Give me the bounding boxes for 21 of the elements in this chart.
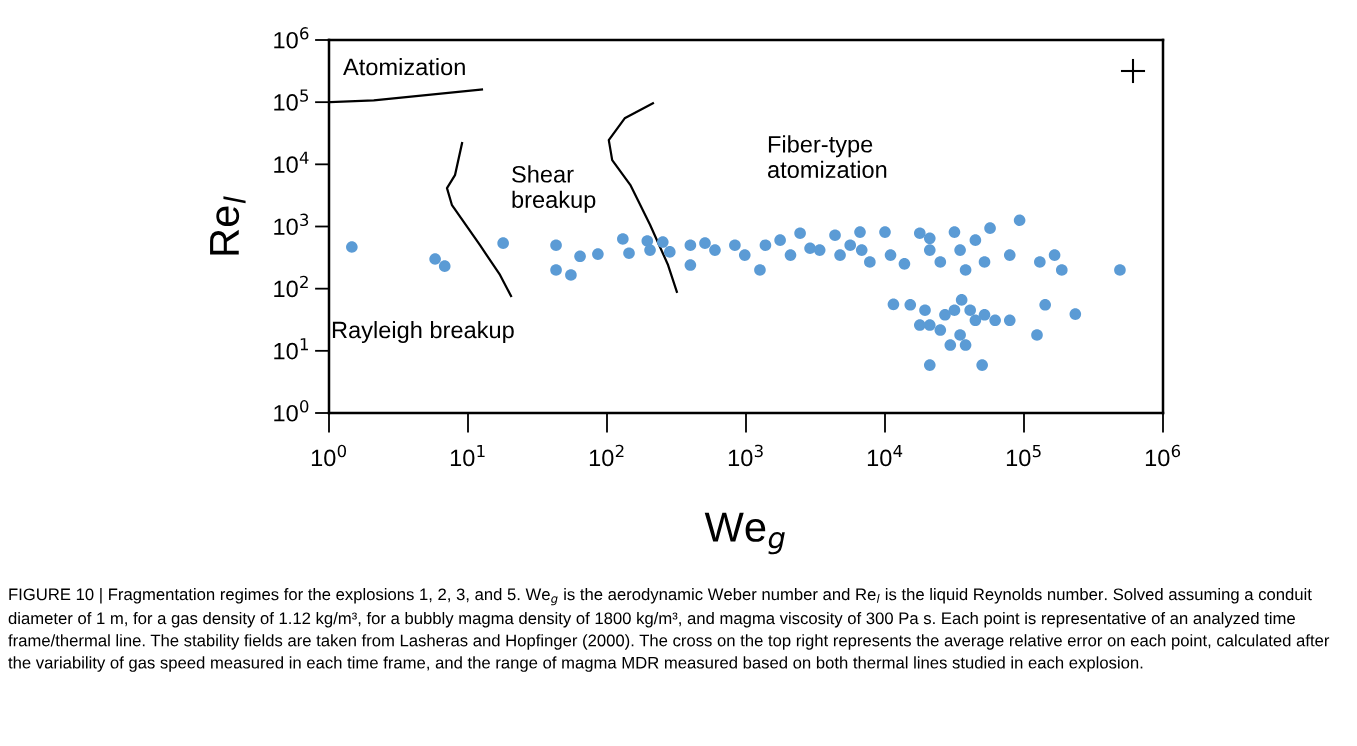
y-tick-label: 10$^{0}$ <box>274 400 309 422</box>
y-tick-label: 10$^{1}$ <box>274 338 308 360</box>
annotation: Fiber-type atomization <box>768 135 887 179</box>
x-tick-label: 10$^{0}$ <box>311 444 347 467</box>
x-tick-label: 10$^{1}$ <box>450 444 485 467</box>
x-tick-label: 10$^{4}$ <box>867 444 903 467</box>
y-tick-label: 10$^{6}$ <box>274 27 309 49</box>
annotation: Atomization <box>343 58 465 76</box>
annotation: Rayleigh breakup <box>332 321 514 344</box>
y-tick-label: 10$^{4}$ <box>274 151 309 173</box>
y-tick-label: 10$^{5}$ <box>274 89 309 111</box>
x-tick-label: 10$^{3}$ <box>728 444 763 467</box>
x-axis-title: We$_{g}$ <box>704 512 785 555</box>
y-tick-label: 10$^{3}$ <box>274 213 309 236</box>
x-tick-label: 10$^{6}$ <box>1145 444 1181 467</box>
annotation: Shear breakup <box>512 165 596 213</box>
y-tick-label: 10$^{2}$ <box>274 275 308 298</box>
x-tick-label: 10$^{5}$ <box>1006 444 1041 467</box>
caption: FIGURE 10 | Fragmentation regimes for the explosions 1, 2, 3, and 5. We$_{g}$ is the aerodynamic Weber number and Re$_{l}$ is the liquid Reynolds number. Solved assuming a conduit diameter of 1 m, for a gas density of 1.12 kg/m³, for a bubbly magma density of 1800 kg/m³, and magma viscosity of 300 Pa s. Each point is representative of an analyzed time frame/thermal line. The stability fields are taken from Lasheras and Hopfinger (2000). The cross on the top right represents the average relative error on each point, calculated after the variability of gas speed measured in each time frame, and the range of magma MDR measured based on both thermal lines studied in each explosion. <box>8 588 1330 672</box>
y-axis-title: Re$_{l}$ <box>210 196 246 255</box>
x-tick-label: 10$^{2}$ <box>589 444 624 467</box>
